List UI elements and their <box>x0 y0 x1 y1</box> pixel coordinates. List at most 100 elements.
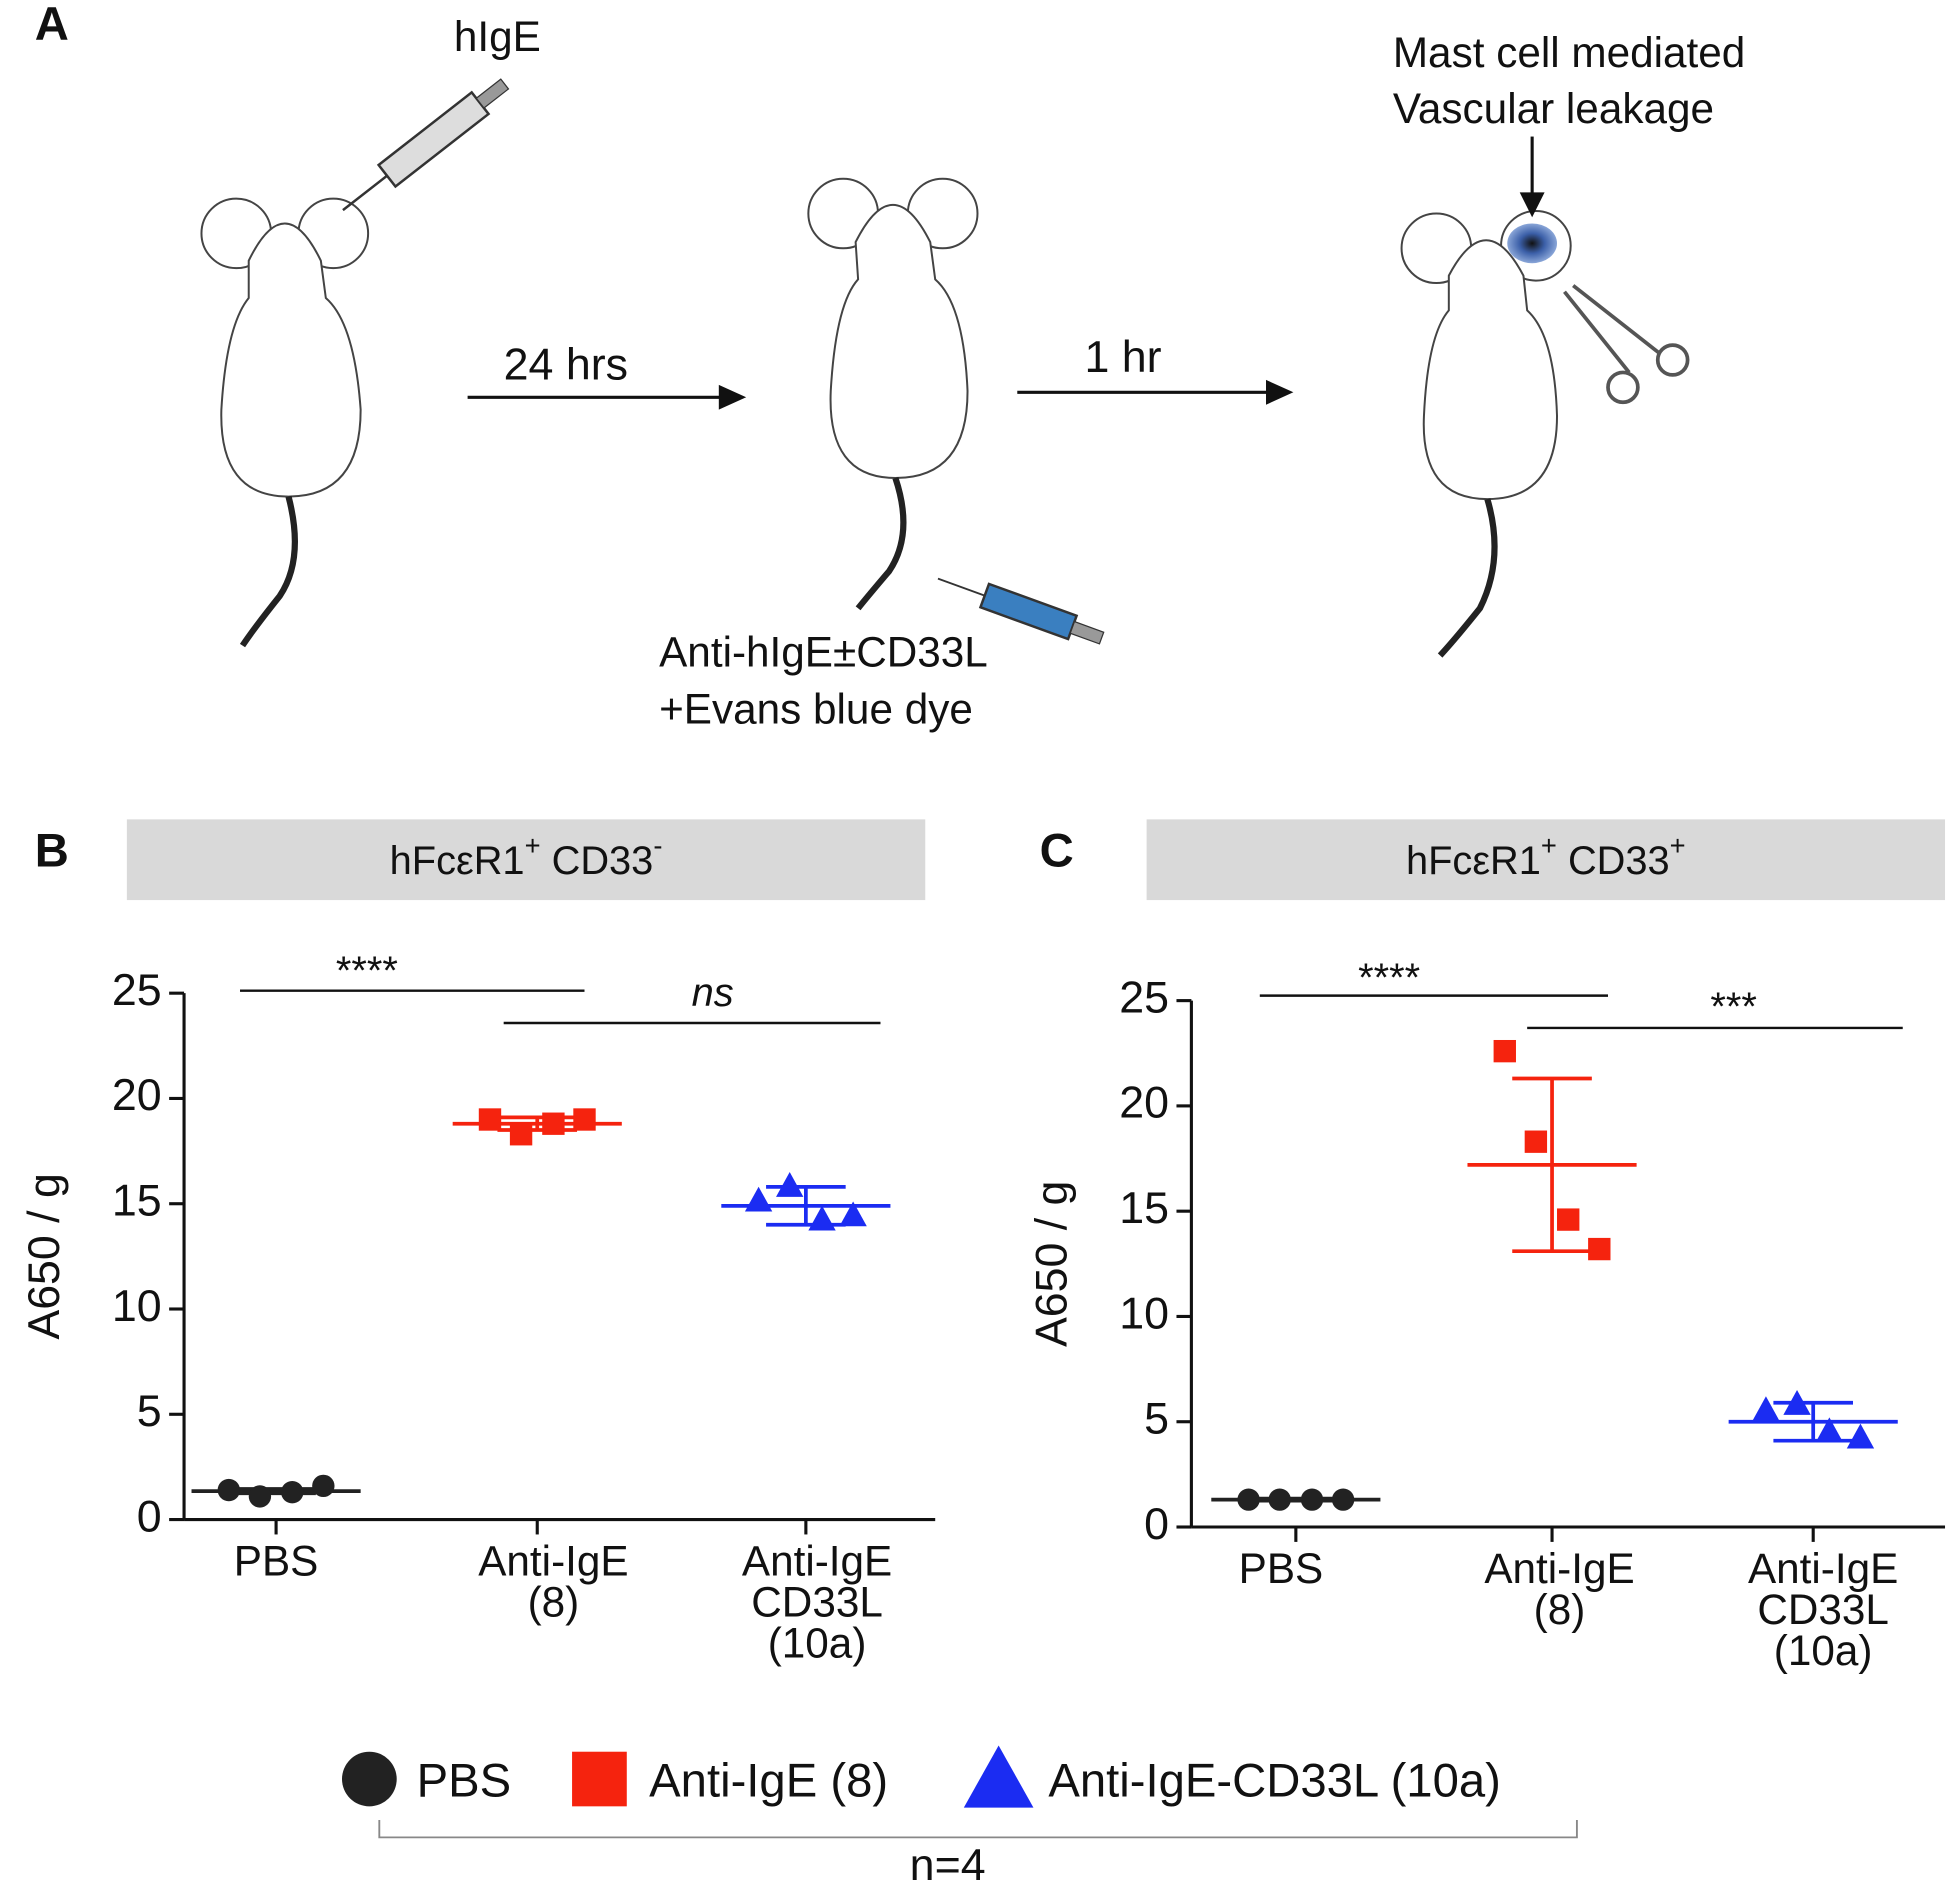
y-tick-label: 5 <box>137 1387 162 1436</box>
dot <box>808 1205 836 1231</box>
label: hIgE <box>454 13 541 60</box>
legend-marker <box>963 1745 1034 1808</box>
y-tick-label: 25 <box>1119 973 1169 1022</box>
panel-letter: A <box>35 0 69 51</box>
legend-marker <box>341 1751 397 1807</box>
x-tick-label: (8) <box>1534 1586 1586 1633</box>
y-tick-label: 10 <box>1119 1289 1169 1338</box>
arrow-head <box>1266 379 1294 405</box>
dot <box>1268 1488 1291 1511</box>
panel-title: hFcεR1+ CD33- <box>390 830 663 883</box>
significance-label: *** <box>1710 985 1756 1029</box>
dot <box>248 1485 272 1508</box>
dot <box>1752 1396 1780 1422</box>
significance-label: **** <box>1358 956 1420 1000</box>
dot <box>509 1123 533 1146</box>
x-tick-label: (10a) <box>1774 1627 1873 1674</box>
dot <box>1300 1488 1324 1511</box>
arrow-head <box>1519 192 1545 218</box>
title-bar <box>126 819 926 901</box>
title-part: hFcεR1 <box>390 838 525 882</box>
dot <box>1331 1488 1355 1511</box>
dot <box>776 1171 804 1197</box>
title-part: + <box>1541 830 1557 861</box>
x-tick-label: (8) <box>528 1578 580 1625</box>
panel-title: hFcεR1+ CD33+ <box>1406 830 1686 883</box>
dot <box>542 1112 565 1135</box>
y-tick-label: 0 <box>137 1492 162 1541</box>
y-tick-label: 25 <box>112 966 162 1015</box>
label: Anti-hIgE±CD33L <box>659 629 988 676</box>
legend-label: Anti-IgE-CD33L (10a) <box>1048 1754 1501 1807</box>
x-tick-label: Anti-IgE <box>1484 1545 1634 1592</box>
dot <box>1783 1389 1811 1415</box>
x-tick-label: PBS <box>234 1537 319 1584</box>
x-tick-label: (10a) <box>768 1619 867 1666</box>
title-bar <box>1146 819 1946 901</box>
dot <box>573 1108 596 1131</box>
leakage-spot <box>1507 223 1558 264</box>
chart-panel: hFcεR1+ CD33- B 0 5 10 15 20 25 A650 / g PBS Anti-… <box>20 819 936 1666</box>
dot <box>478 1108 502 1131</box>
scissors-icon <box>1563 284 1690 405</box>
x-tick-label: Anti-IgE <box>478 1537 628 1584</box>
mouse-icon <box>200 197 370 648</box>
y-tick-label: 5 <box>1144 1395 1169 1444</box>
panel-a: A hIgE 24 hrs Anti-hIgE±CD33L +Evans blu… <box>35 0 1745 733</box>
y-tick-label: 20 <box>1119 1079 1169 1128</box>
y-tick-label: 10 <box>112 1282 162 1331</box>
x-tick-label: CD33L <box>751 1578 883 1625</box>
dot <box>1493 1039 1516 1063</box>
label: 24 hrs <box>504 340 628 389</box>
label: Vascular leakage <box>1393 85 1714 132</box>
label: +Evans blue dye <box>659 686 973 733</box>
significance-label: ns <box>692 971 734 1015</box>
y-tick-label: 20 <box>112 1071 162 1120</box>
x-tick-label: Anti-IgE <box>742 1537 892 1584</box>
title-part: + <box>1670 830 1686 861</box>
label: Mast cell mediated <box>1393 29 1745 76</box>
title-part: - <box>653 830 662 861</box>
y-tick-label: 0 <box>1144 1500 1169 1549</box>
x-tick-label: Anti-IgE <box>1748 1545 1898 1592</box>
dot <box>1237 1488 1260 1511</box>
legend-label: Anti-IgE (8) <box>649 1754 888 1807</box>
error-bar <box>1256 1496 1336 1503</box>
title-part: CD33 <box>541 838 654 882</box>
dot <box>1846 1423 1875 1449</box>
x-tick-label: PBS <box>1239 1545 1324 1592</box>
legend-bracket <box>378 1819 1578 1839</box>
syringe-icon <box>342 78 510 212</box>
label: 1 hr <box>1084 333 1161 382</box>
legend-note: n=4 <box>910 1841 986 1890</box>
significance-label: **** <box>336 949 398 993</box>
x-tick-label: CD33L <box>1757 1586 1889 1633</box>
mouse-icon <box>1400 210 1572 658</box>
error-bar <box>1512 1076 1592 1254</box>
dot <box>744 1186 773 1212</box>
syringe-icon <box>937 577 1105 645</box>
title-part: hFcεR1 <box>1406 838 1541 882</box>
legend-label: PBS <box>417 1754 512 1807</box>
y-tick-label: 15 <box>112 1177 162 1226</box>
panel-letter: B <box>35 825 69 878</box>
dot <box>312 1474 335 1498</box>
panel-letter: C <box>1040 825 1074 878</box>
y-axis-label: A650 / g <box>1027 1181 1076 1347</box>
dot <box>839 1201 867 1227</box>
title-part: CD33 <box>1557 838 1670 882</box>
dot <box>281 1481 304 1504</box>
dot <box>1588 1237 1611 1261</box>
arrow-head <box>718 384 747 410</box>
legend-marker <box>572 1751 627 1807</box>
dot <box>1815 1417 1844 1443</box>
y-tick-label: 15 <box>1119 1184 1169 1233</box>
dot <box>1524 1130 1548 1153</box>
y-axis-label: A650 / g <box>20 1173 69 1339</box>
dot <box>1557 1208 1580 1231</box>
legend: n=4 PBS Anti-IgE (8) Anti-IgE-CD33L (10a) <box>341 1745 1578 1890</box>
mouse-icon <box>807 177 979 611</box>
